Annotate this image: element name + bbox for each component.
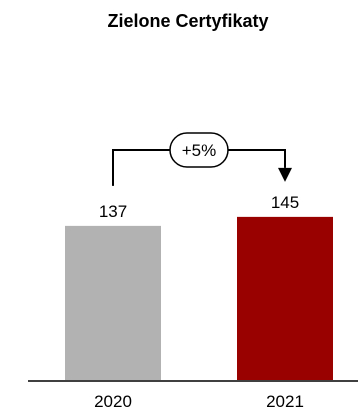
category-label-2021: 2021 <box>266 392 304 411</box>
bar-2021 <box>237 216 333 380</box>
growth-arrow-head <box>278 167 292 182</box>
category-labels-group: 2020 2021 <box>94 392 304 411</box>
growth-annotation: +5% <box>112 132 292 186</box>
growth-badge-text: +5% <box>182 141 217 160</box>
bar-2020 <box>65 225 161 380</box>
growth-badge <box>169 132 229 168</box>
chart-title: Zielone Certyfikaty <box>107 11 268 31</box>
category-label-2020: 2020 <box>94 392 132 411</box>
value-label-2020: 137 <box>99 202 127 221</box>
value-label-2021: 145 <box>271 193 299 212</box>
bars-group <box>65 216 333 380</box>
value-labels-group: 137 145 <box>99 193 299 221</box>
